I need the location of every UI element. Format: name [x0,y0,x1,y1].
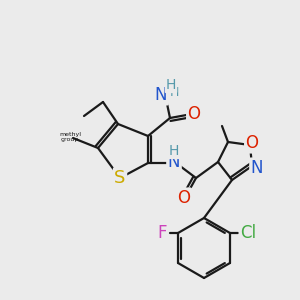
Text: N: N [155,86,167,104]
Text: O: O [178,189,190,207]
Text: H: H [169,86,179,100]
Text: O: O [188,105,200,123]
Text: N: N [251,159,263,177]
Text: F: F [157,224,167,242]
Text: methyl
group: methyl group [59,132,81,142]
Text: O: O [188,105,200,123]
Text: H: H [169,144,179,158]
Text: N: N [168,153,180,171]
Text: H: H [169,144,179,158]
Text: N: N [155,86,167,104]
Text: H: H [166,78,176,92]
Text: Cl: Cl [240,224,256,242]
Text: O: O [178,189,190,207]
Text: N: N [251,159,263,177]
Text: S: S [114,169,126,187]
Text: S: S [114,169,126,187]
Text: O: O [245,134,259,152]
Text: O: O [245,134,259,152]
Text: H: H [166,78,176,92]
Text: N: N [168,153,180,171]
